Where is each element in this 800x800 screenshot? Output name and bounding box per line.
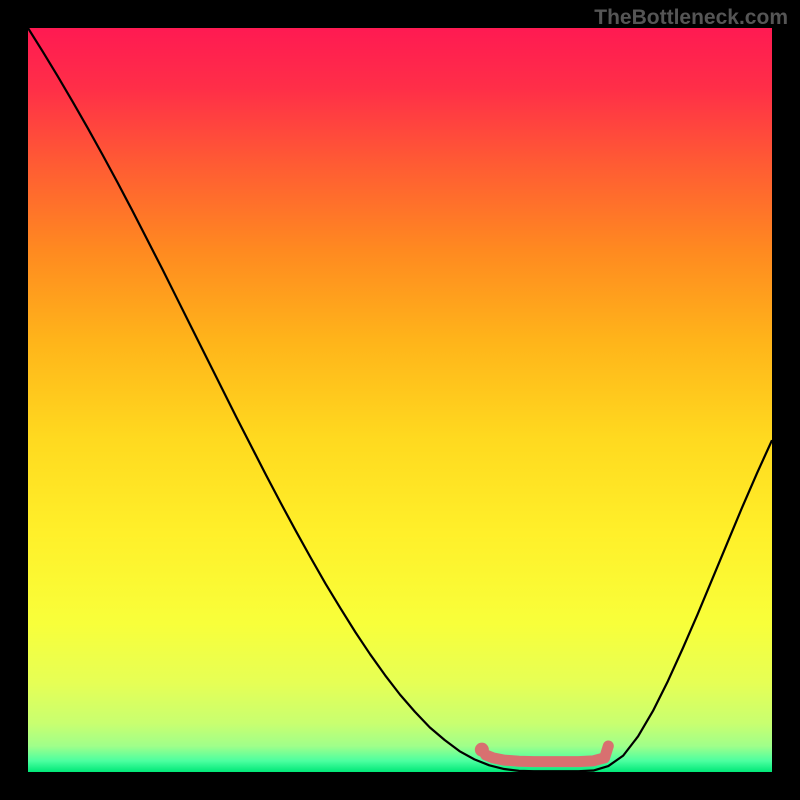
bottleneck-chart	[28, 28, 772, 772]
chart-background	[28, 28, 772, 772]
optimal-start-dot	[475, 743, 489, 757]
watermark-text: TheBottleneck.com	[594, 6, 788, 30]
